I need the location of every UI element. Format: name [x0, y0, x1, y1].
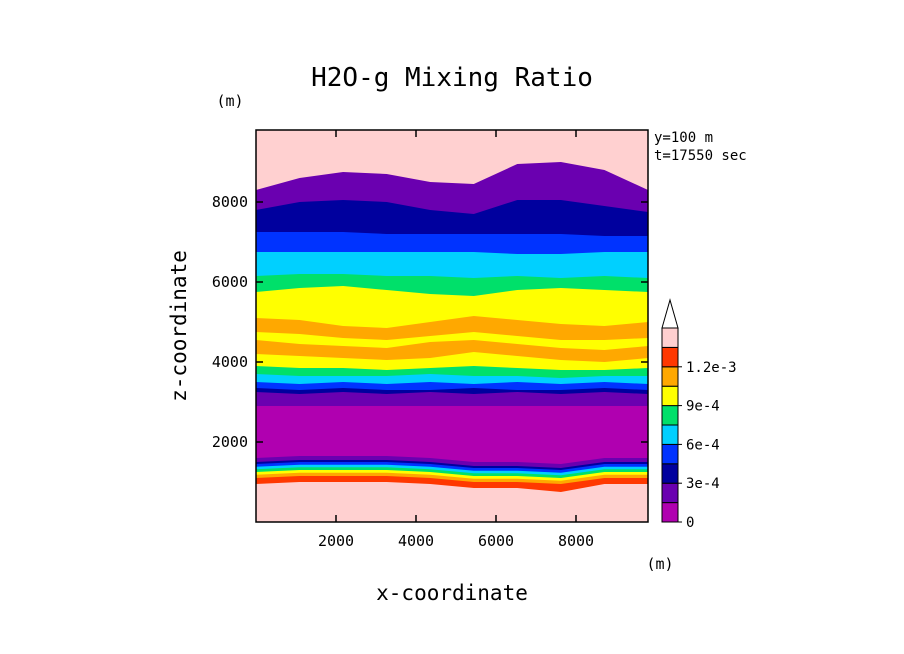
plot-frame: [255, 129, 649, 523]
x-unit-label: (m): [646, 555, 673, 573]
info-line-1: y=100 m: [654, 130, 713, 146]
colorbar-swatch: [661, 424, 679, 445]
contour-plot-area: [255, 129, 649, 523]
colorbar-tick-label: 6e-4: [686, 437, 720, 453]
colorbar-tick-label: 9e-4: [686, 399, 720, 415]
y-tick-label: 4000: [212, 353, 248, 371]
colorbar-tick-label: 1.2e-3: [686, 360, 737, 376]
y-tick-label: 6000: [212, 273, 248, 291]
colorbar-swatch: [661, 443, 679, 465]
x-tick-label: 4000: [398, 532, 434, 550]
y-axis-ticks: 2000 4000 6000 8000: [212, 193, 648, 451]
colorbar-swatch: [661, 327, 679, 348]
chart-title: H2O-g Mixing Ratio: [311, 63, 593, 93]
colorbar: 0 3e-4 6e-4 9e-4 1.2e-3: [661, 298, 737, 531]
x-axis-label: x-coordinate: [376, 581, 528, 605]
colorbar-swatch: [661, 366, 679, 387]
colorbar-swatch: [661, 346, 679, 368]
colorbar-swatch: [661, 385, 679, 407]
x-tick-label: 8000: [558, 532, 594, 550]
x-tick-label: 6000: [478, 532, 514, 550]
y-tick-label: 2000: [212, 433, 248, 451]
y-tick-label: 8000: [212, 193, 248, 211]
y-unit-label: (m): [216, 92, 243, 110]
y-axis-label: z-coordinate: [167, 250, 191, 402]
colorbar-extend-arrow: [661, 298, 679, 329]
colorbar-swatch: [661, 502, 679, 523]
info-line-2: t=17550 sec: [654, 148, 747, 164]
x-tick-label: 2000: [318, 532, 354, 550]
colorbar-swatch: [661, 405, 679, 426]
colorbar-tick-label: 0: [686, 515, 694, 531]
x-axis-ticks: 2000 4000 6000 8000: [318, 130, 594, 550]
contour-band: [256, 482, 648, 522]
colorbar-swatch: [661, 482, 679, 504]
colorbar-tick-label: 3e-4: [686, 476, 720, 492]
colorbar-swatch: [661, 463, 679, 484]
